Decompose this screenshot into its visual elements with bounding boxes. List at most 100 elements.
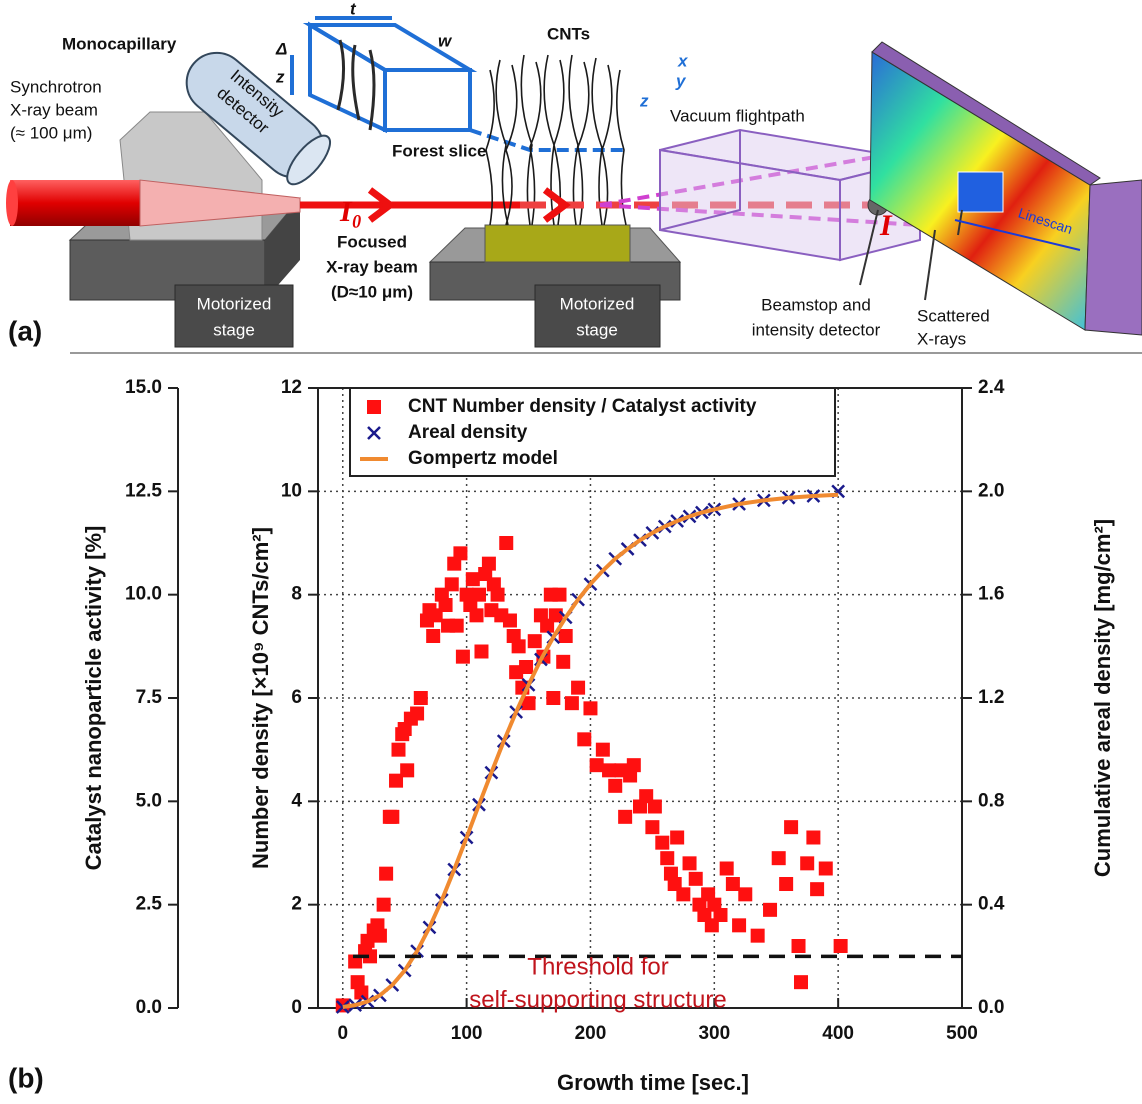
data-point (577, 732, 592, 747)
cnt-tubes (485, 54, 627, 226)
label: z (275, 67, 285, 86)
y2-tick-label: 2.0 (978, 480, 1004, 501)
data-point (655, 835, 670, 850)
x-tick-label: 300 (698, 1023, 730, 1044)
data-point (682, 856, 697, 871)
stage-label-box (174, 284, 294, 348)
label: I (879, 209, 893, 242)
legend-marker (367, 400, 381, 414)
slice-front (383, 68, 472, 132)
y-tick-label: 10 (281, 480, 302, 501)
data-point (335, 1000, 350, 1014)
label: (D≈10 μm) (331, 282, 413, 301)
data-point (719, 861, 734, 876)
y2-tick-label: 2.4 (978, 377, 1005, 398)
legend-label: Areal density (408, 422, 528, 443)
label: Monocapillary (62, 34, 177, 53)
data-point (558, 629, 573, 643)
label: x (677, 51, 689, 70)
data-point (602, 763, 617, 778)
y3-tick-label: 12.5 (125, 480, 162, 501)
data-point (713, 908, 728, 922)
y-tick-label: 4 (291, 790, 302, 811)
label: t (350, 0, 357, 18)
label: intensity detector (752, 320, 881, 339)
y3-tick-label: 10.0 (125, 584, 162, 605)
vacuum-box (659, 128, 921, 262)
data-point (474, 644, 489, 659)
y2-axis-title: Cumulative areal density [mg/cm²] (1090, 519, 1115, 877)
y3-tick-label: 15.0 (125, 377, 162, 398)
label: stage (576, 320, 618, 339)
label: Δ (275, 39, 287, 58)
data-point (490, 587, 505, 602)
data-point (791, 939, 806, 953)
x-tick-label: 0 (337, 1023, 348, 1044)
data-point (511, 639, 526, 654)
data-point (595, 742, 610, 757)
data-point (472, 587, 486, 602)
y3-tick-label: 7.5 (136, 687, 163, 708)
y-tick-label: 0 (291, 997, 302, 1018)
data-point (354, 985, 369, 1000)
data-point (546, 691, 561, 705)
annotation: self-supporting structure (469, 986, 726, 1013)
data-point (763, 902, 778, 917)
forest-slice (290, 16, 625, 152)
data-point (527, 634, 542, 649)
ccd-side (1084, 179, 1142, 336)
data-point (660, 851, 675, 866)
data-point (519, 660, 534, 674)
y2-tick-label: 1.6 (978, 584, 1004, 605)
slice-tubes (336, 39, 376, 131)
stage-label-box (534, 284, 661, 348)
data-point (800, 856, 815, 871)
data-point (583, 701, 598, 716)
data-point (794, 975, 808, 990)
data-point (548, 608, 563, 623)
data-point (688, 871, 703, 886)
label: Motorized (560, 294, 635, 313)
y3-tick-label: 5.0 (136, 790, 162, 811)
legend-label: CNT Number density / Catalyst activity (408, 396, 757, 417)
data-point (502, 613, 517, 628)
ray (599, 203, 1031, 234)
data-point (645, 820, 660, 835)
linescan-line (954, 219, 1081, 251)
capillary (139, 179, 301, 227)
data-point (372, 928, 387, 943)
y2-tick-label: 0.0 (978, 997, 1004, 1018)
data-point (738, 887, 753, 902)
cnt-forest (485, 54, 627, 226)
label: Forest slice (392, 141, 487, 160)
label: Focused (337, 232, 407, 251)
y-tick-label: 6 (291, 687, 302, 708)
data-point (481, 556, 496, 571)
label: Motorized (197, 294, 272, 313)
substrate (484, 224, 631, 263)
annotation: Threshold for (527, 953, 668, 980)
data-point (618, 809, 633, 824)
data-point (626, 758, 641, 773)
label: Vacuum flightpath (670, 106, 805, 125)
beam (10, 180, 140, 226)
chart: Growth time [sec.] Number density [×10⁹ … (81, 377, 1115, 1095)
box-back (659, 130, 741, 231)
y-tick-label: 2 (291, 894, 302, 915)
data-point (647, 799, 662, 814)
y-tick-label: 12 (281, 377, 302, 398)
data-point (779, 877, 794, 891)
data-point (552, 587, 567, 602)
y-axis-title: Number density [×10⁹ CNTs/cm²] (248, 527, 273, 869)
x-tick-label: 500 (946, 1023, 978, 1044)
y3-tick-label: 0.0 (136, 997, 162, 1018)
label: Synchrotron (10, 77, 102, 96)
label: X-ray beam (10, 100, 98, 119)
data-point (806, 830, 821, 845)
data-point (818, 861, 833, 876)
stage-side (265, 198, 300, 300)
panel-label: (a) (8, 315, 42, 346)
ccd-top (871, 41, 1101, 186)
arrow (367, 187, 396, 223)
